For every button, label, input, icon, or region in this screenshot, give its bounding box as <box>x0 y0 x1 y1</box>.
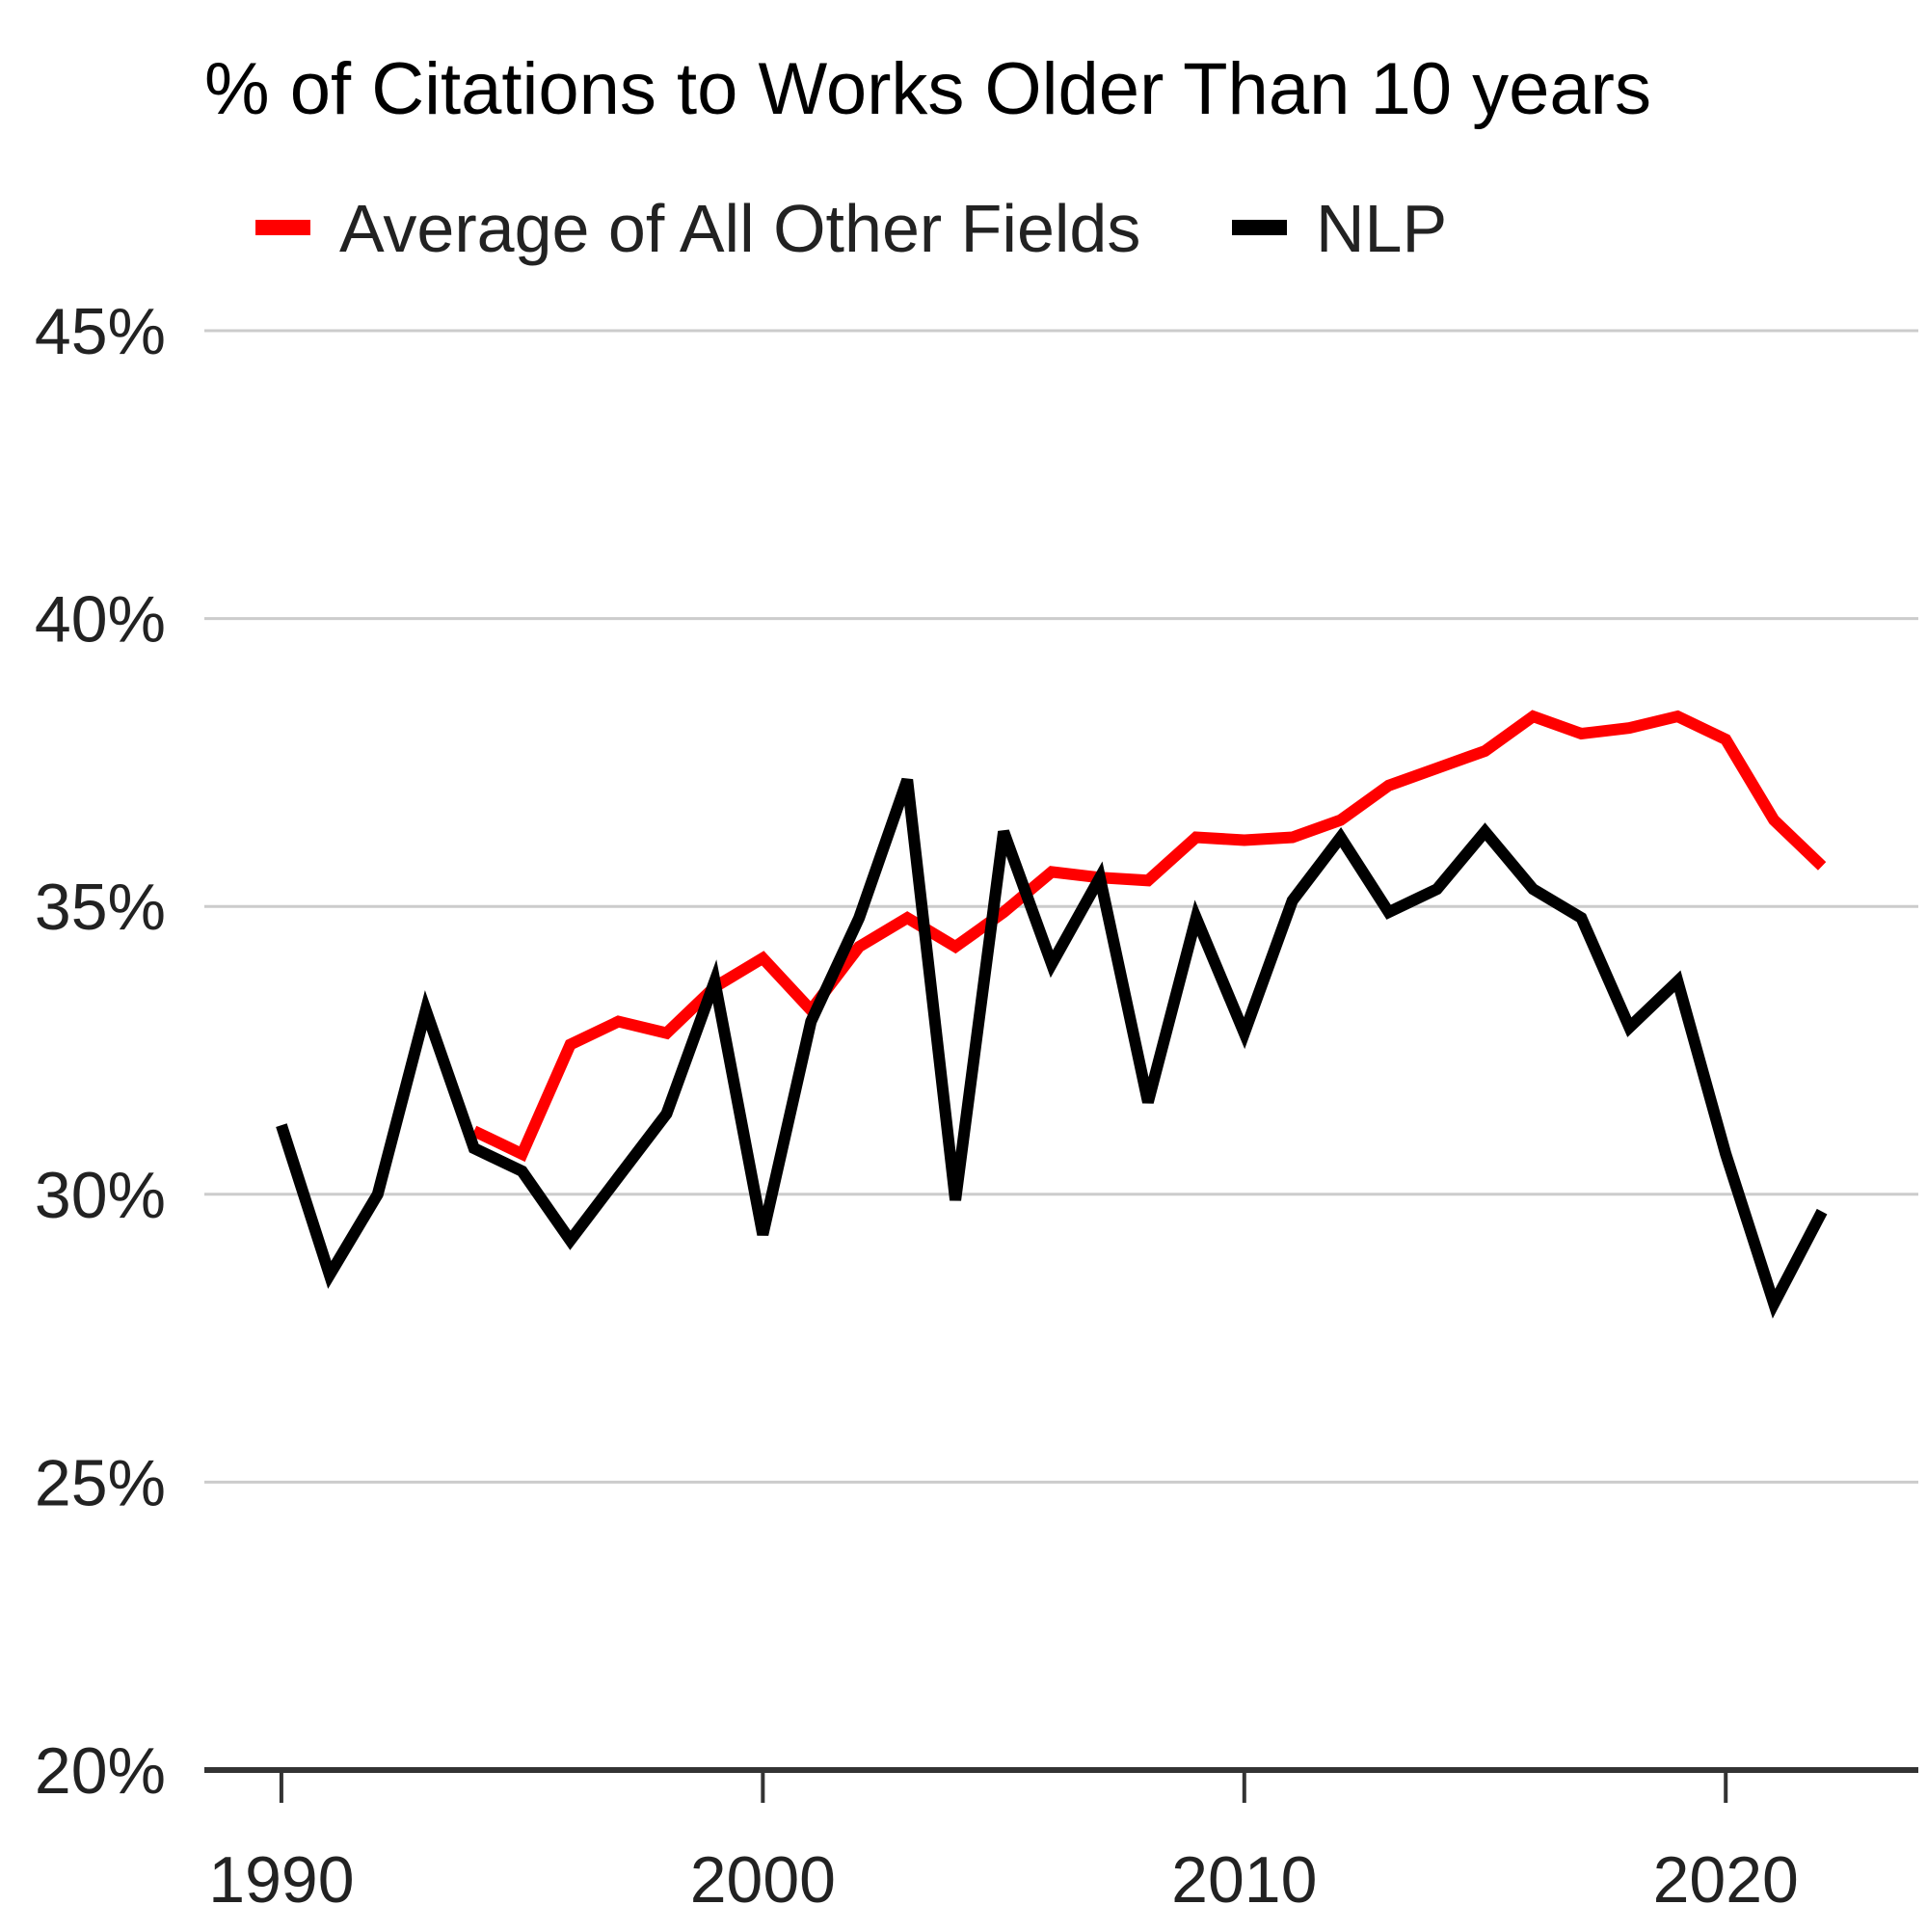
x-tick-label: 2020 <box>1653 1843 1799 1917</box>
legend-label-nlp: NLP <box>1316 191 1447 266</box>
y-tick-label: 30% <box>35 1159 166 1232</box>
chart-title: % of Citations to Works Older Than 10 ye… <box>204 48 1651 130</box>
series-line-nlp <box>276 777 1828 1319</box>
y-tick-label: 25% <box>35 1446 166 1519</box>
series-line-average-other-fields <box>471 710 1827 1163</box>
legend: Average of All Other Fields NLP <box>255 191 1447 266</box>
x-axis: 1990 2000 2010 2020 <box>204 1767 1918 1917</box>
x-tick-label: 2000 <box>690 1843 836 1917</box>
y-tick-label: 35% <box>35 871 166 944</box>
legend-label-average-other-fields: Average of All Other Fields <box>339 191 1140 266</box>
y-tick-label: 20% <box>35 1734 166 1808</box>
x-tick-label: 1990 <box>208 1843 354 1917</box>
y-tick-label: 45% <box>35 295 166 368</box>
y-axis-tick-labels: 20% 25% 30% 35% 40% 45% <box>35 295 166 1808</box>
y-gridlines <box>204 329 1918 1484</box>
y-tick-label: 40% <box>35 583 166 657</box>
x-tick-label: 2010 <box>1171 1843 1317 1917</box>
series-lines <box>276 710 1828 1319</box>
